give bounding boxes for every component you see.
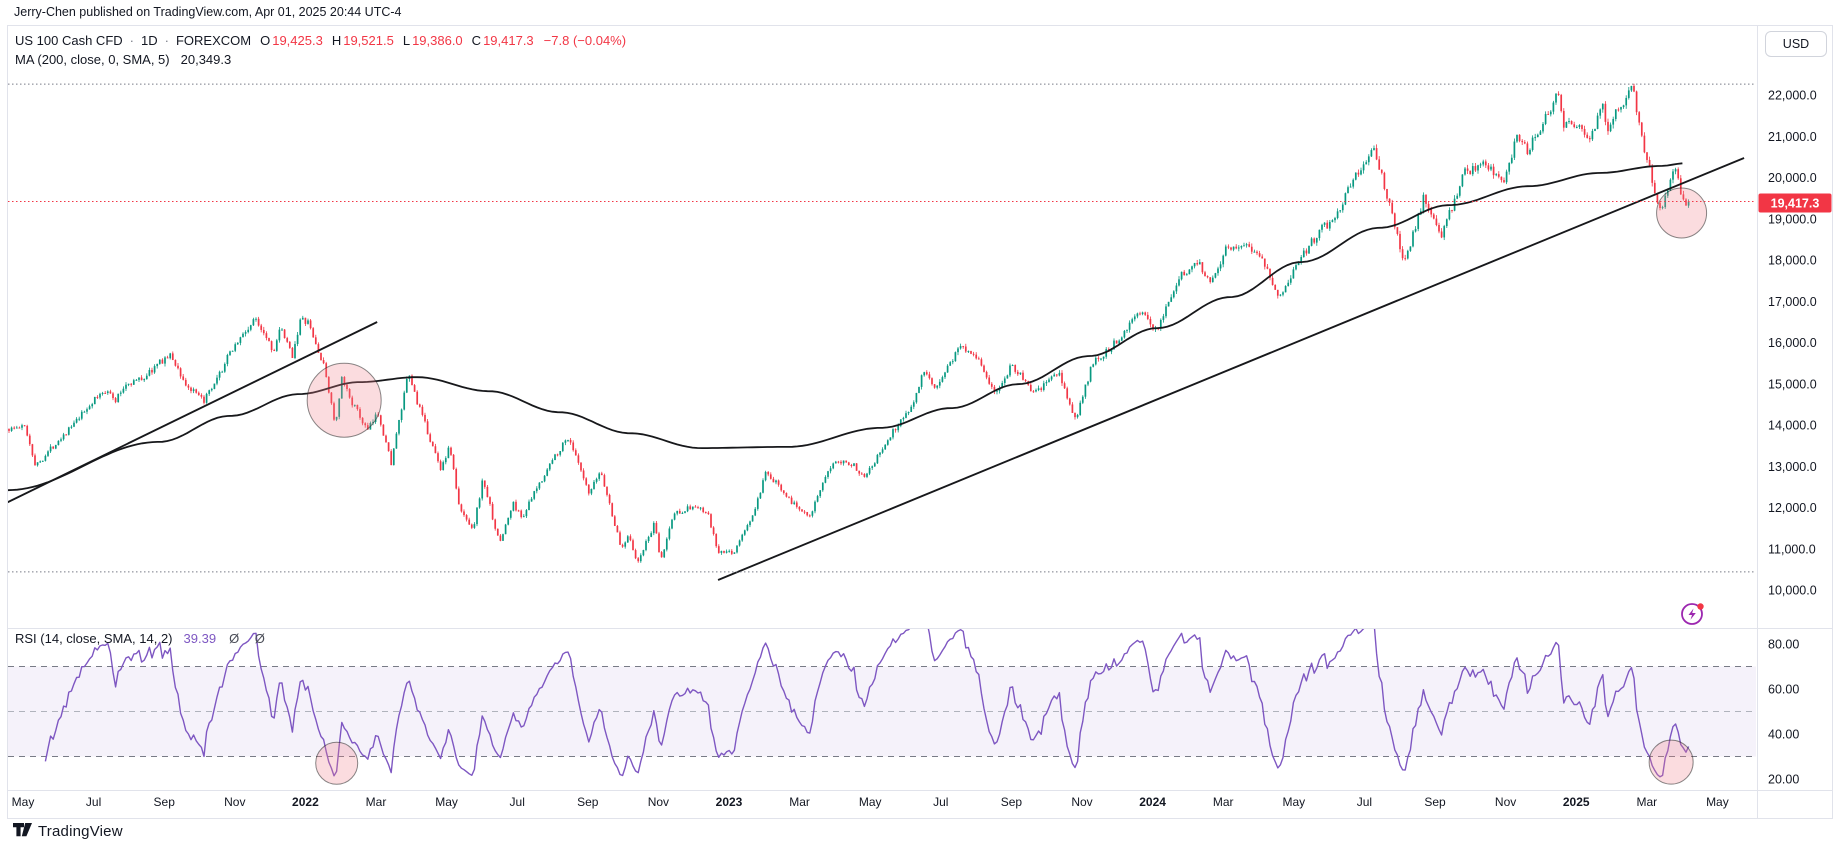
time-axis-label: May bbox=[12, 795, 35, 809]
rsi-axis-label: 80.00 bbox=[1768, 638, 1799, 652]
rsi-disabled-ma-symbols: Ø Ø bbox=[229, 631, 271, 646]
open-value: 19,425.3 bbox=[272, 33, 323, 48]
low-value: 19,386.0 bbox=[412, 33, 463, 48]
price-axis-label: 10,000.0 bbox=[1768, 584, 1817, 598]
ma-label: MA (200, close, 0, SMA, 5) bbox=[15, 52, 170, 67]
time-axis-label: Jul bbox=[510, 795, 525, 809]
time-axis-label: Mar bbox=[789, 795, 810, 809]
rsi-pane[interactable] bbox=[8, 614, 1756, 785]
tradingview-logo[interactable]: TradingView bbox=[13, 823, 123, 840]
time-axis-label: Nov bbox=[224, 795, 245, 809]
time-axis-label: Nov bbox=[1071, 795, 1092, 809]
time-axis-label: Mar bbox=[366, 795, 387, 809]
time-axis-label: Sep bbox=[1424, 795, 1446, 809]
close-value: 19,417.3 bbox=[483, 33, 534, 48]
rsi-line bbox=[44, 629, 1690, 778]
symbol-legend-row: US 100 Cash CFD · 1D · FOREXCOM O 19,425… bbox=[15, 33, 626, 48]
legend-separator: · bbox=[129, 33, 134, 48]
time-axis-label: Nov bbox=[648, 795, 669, 809]
current-price-badge-text: 19,417.3 bbox=[1771, 197, 1820, 211]
price-axis-label: 19,000.0 bbox=[1768, 212, 1817, 226]
time-axis-label: Sep bbox=[154, 795, 176, 809]
price-axis[interactable] bbox=[1758, 25, 1834, 790]
time-axis-label: May bbox=[435, 795, 458, 809]
time-axis-label: 2025 bbox=[1563, 795, 1590, 809]
rsi-legend-row: RSI (14, close, SMA, 14, 2) 39.39 Ø Ø bbox=[15, 631, 271, 646]
price-axis-label: 16,000.0 bbox=[1768, 336, 1817, 350]
time-axis-label: Jul bbox=[933, 795, 948, 809]
time-axis-label: Mar bbox=[1213, 795, 1234, 809]
currency-toggle-button[interactable]: USD bbox=[1765, 31, 1827, 57]
axes: 22,000.0 21,000.0 20,000.0 19,000.0 18,000.0… bbox=[7, 25, 1833, 819]
tradingview-logo-icon bbox=[13, 823, 32, 837]
time-axis-label: Jul bbox=[1357, 795, 1372, 809]
high-value: 19,521.5 bbox=[343, 33, 394, 48]
time-axis-label: Nov bbox=[1495, 795, 1516, 809]
price-axis-label: 11,000.0 bbox=[1768, 542, 1816, 556]
highlight-circle bbox=[315, 741, 359, 785]
price-axis-label: 14,000.0 bbox=[1768, 419, 1817, 433]
currency-label: USD bbox=[1782, 37, 1810, 51]
time-axis-label: 2023 bbox=[716, 795, 743, 809]
tradingview-logo-text: TradingView bbox=[38, 823, 123, 840]
time-axis[interactable] bbox=[7, 790, 1757, 818]
price-axis-label: 18,000.0 bbox=[1768, 254, 1817, 268]
price-axis-label: 12,000.0 bbox=[1768, 501, 1817, 515]
rsi-axis-label: 40.00 bbox=[1768, 728, 1799, 742]
time-axis-label: Sep bbox=[577, 795, 599, 809]
low-letter: L bbox=[402, 33, 411, 48]
symbol-title: US 100 Cash CFD bbox=[15, 33, 123, 48]
price-axis-label: 13,000.0 bbox=[1768, 460, 1817, 474]
time-axis-label: Mar bbox=[1636, 795, 1657, 809]
trendline bbox=[8, 321, 378, 504]
price-axis-label: 21,000.0 bbox=[1768, 130, 1817, 144]
price-axis-label: 17,000.0 bbox=[1768, 295, 1817, 309]
current-price-badge bbox=[1758, 193, 1832, 213]
rsi-label: RSI (14, close, SMA, 14, 2) bbox=[15, 631, 173, 646]
open-letter: O bbox=[260, 33, 271, 48]
rsi-axis-label: 60.00 bbox=[1768, 683, 1799, 697]
time-axis-label: May bbox=[859, 795, 882, 809]
time-axis-label: 2022 bbox=[292, 795, 319, 809]
interval-label: 1D bbox=[141, 33, 158, 48]
price-pane[interactable] bbox=[0, 83, 1745, 581]
price-axis-label: 15,000.0 bbox=[1768, 377, 1817, 391]
rsi-value: 39.39 bbox=[183, 631, 217, 646]
highlight-circle bbox=[306, 362, 382, 438]
high-letter: H bbox=[331, 33, 342, 48]
exchange-label: FOREXCOM bbox=[175, 33, 252, 48]
time-axis-label: May bbox=[1706, 795, 1729, 809]
highlight-circle bbox=[1656, 187, 1708, 239]
close-letter: C bbox=[471, 33, 482, 48]
trendline bbox=[717, 157, 1745, 581]
highlight-circle bbox=[1648, 739, 1694, 785]
price-axis-label: 20,000.0 bbox=[1768, 171, 1817, 185]
legend-separator: · bbox=[164, 33, 169, 48]
ma-legend-row: MA (200, close, 0, SMA, 5) 20,349.3 bbox=[15, 52, 231, 67]
price-axis-label: 22,000.0 bbox=[1768, 89, 1817, 103]
time-axis-label: 2024 bbox=[1139, 795, 1166, 809]
ma-value: 20,349.3 bbox=[180, 52, 232, 67]
published-byline: Jerry-Chen published on TradingView.com,… bbox=[14, 5, 402, 19]
ma200-line bbox=[8, 162, 1683, 492]
time-axis-label: May bbox=[1282, 795, 1305, 809]
change-value: −7.8 (−0.04%) bbox=[543, 33, 627, 48]
flash-icon[interactable] bbox=[1678, 599, 1708, 629]
rsi-axis-label: 20.00 bbox=[1768, 773, 1799, 787]
time-axis-label: Jul bbox=[86, 795, 101, 809]
time-axis-label: Sep bbox=[1001, 795, 1023, 809]
